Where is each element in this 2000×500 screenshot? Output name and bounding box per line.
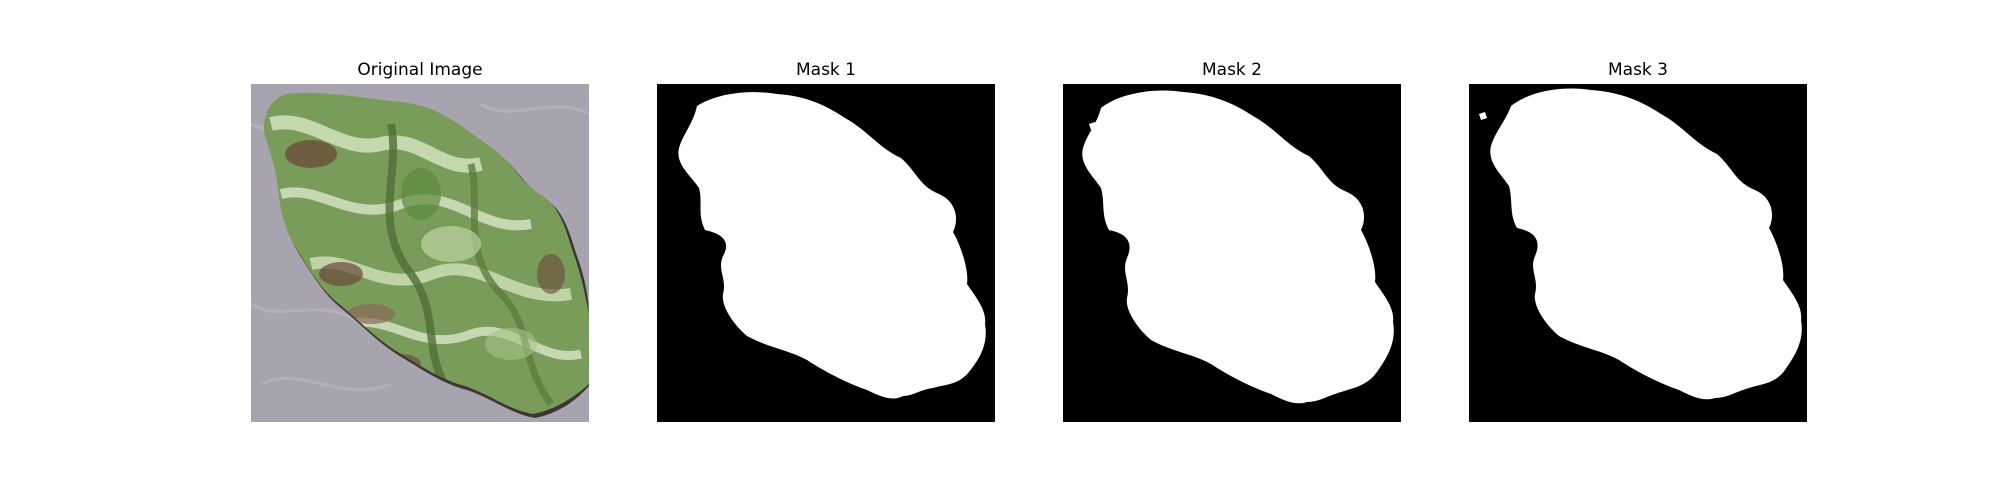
panel-original-image: Original Image: [251, 58, 589, 428]
mask-region: [1082, 90, 1394, 404]
original-image: [251, 84, 589, 422]
mask-region: [1490, 88, 1802, 400]
panel-mask-1: Mask 1: [657, 58, 995, 428]
panel-title: Original Image: [357, 60, 483, 80]
panel-title: Mask 1: [795, 60, 856, 80]
mask-2-image: [1063, 84, 1401, 422]
mask-region: [678, 92, 986, 399]
panel-title: Mask 3: [1607, 60, 1668, 80]
mask-3-image: [1469, 84, 1807, 422]
mask-1-image: [657, 84, 995, 422]
panel-title: Mask 2: [1201, 60, 1262, 80]
panel-mask-2: Mask 2: [1063, 58, 1401, 428]
panel-mask-3: Mask 3: [1469, 58, 1807, 428]
